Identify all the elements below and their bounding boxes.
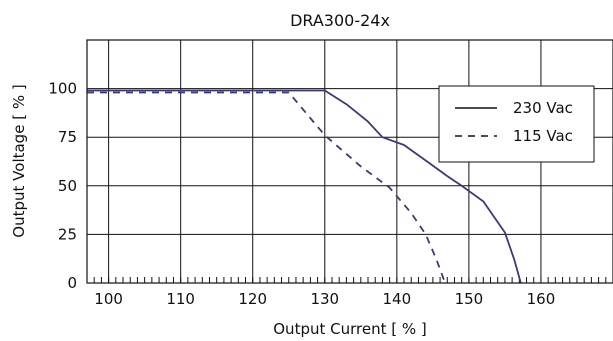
y-tick-label-100: 100: [48, 80, 77, 98]
x-tick-label-140: 140: [383, 290, 412, 308]
plot-area-frame: [86, 39, 613, 284]
legend: 230 Vac 115 Vac: [438, 85, 595, 163]
x-tick-label-110: 110: [166, 290, 195, 308]
y-tick-label-0: 0: [67, 274, 77, 292]
chart-title: DRA300-24x: [290, 11, 390, 30]
x-tick-label-120: 120: [238, 290, 267, 308]
x-tick-label-160: 160: [527, 290, 556, 308]
x-axis-title: Output Current [ % ]: [273, 320, 426, 338]
x-tick-label-130: 130: [310, 290, 339, 308]
x-tick-label-150: 150: [455, 290, 484, 308]
x-tick-label-100: 100: [94, 290, 123, 308]
series-line-115-vac: [87, 91, 446, 284]
y-tick-label-50: 50: [58, 177, 77, 195]
minor-ticks: [86, 277, 613, 283]
y-axis-title: Output Voltage [ % ]: [10, 84, 28, 237]
y-tick-labels: 0 25 50 75 100: [48, 80, 77, 292]
y-tick-label-25: 25: [58, 225, 77, 243]
legend-label-115-vac: 115 Vac: [513, 127, 573, 145]
y-tick-label-75: 75: [58, 128, 77, 146]
legend-box: [438, 85, 595, 163]
series-line-230-vac: [87, 89, 522, 284]
legend-label-230-vac: 230 Vac: [513, 99, 573, 117]
series-lines: [87, 89, 522, 284]
x-tick-labels: 100 110 120 130 140 150 160: [94, 290, 555, 308]
